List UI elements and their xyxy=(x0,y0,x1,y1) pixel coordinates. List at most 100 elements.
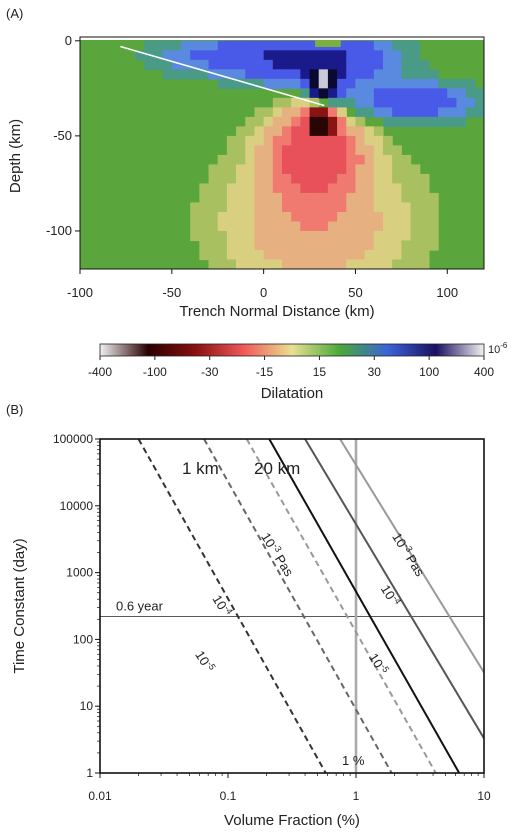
heatmap-cell xyxy=(364,259,375,269)
heatmap-cell xyxy=(272,240,283,251)
heatmap-cell xyxy=(364,50,375,61)
heatmap-cell xyxy=(428,202,439,213)
heatmap-cell xyxy=(254,145,265,156)
heatmap-cell xyxy=(428,69,439,80)
heatmap-cell xyxy=(208,240,219,251)
heatmap-cell xyxy=(401,249,412,261)
heatmap-cell xyxy=(217,211,228,223)
heatmap-cell xyxy=(327,164,338,175)
heatmap-cell xyxy=(190,40,200,51)
heatmap-cell xyxy=(438,107,448,118)
heatmap-cell xyxy=(318,240,329,251)
heatmap-cell xyxy=(346,126,357,137)
heatmap-cell xyxy=(337,88,347,99)
heatmap-cell xyxy=(300,135,311,146)
heatmap-cell xyxy=(410,164,421,175)
heatmap-cell xyxy=(364,40,375,51)
panel-b-ytick-label: 1 xyxy=(86,766,93,780)
heatmap-cell xyxy=(318,230,329,242)
heatmap-cell xyxy=(254,154,265,166)
heatmap-cell xyxy=(272,192,283,204)
heatmap-cell xyxy=(392,192,402,204)
heatmap-cell xyxy=(419,221,430,232)
heatmap-cell xyxy=(291,221,301,232)
heatmap-cell xyxy=(346,40,357,51)
heatmap-cell xyxy=(272,50,283,61)
heatmap-cell xyxy=(365,269,375,279)
heatmap-cell xyxy=(263,59,274,70)
heatmap-cell xyxy=(245,259,256,269)
heatmap-cell xyxy=(318,88,329,99)
heatmap-cell xyxy=(254,259,265,269)
heatmap-cell xyxy=(217,183,228,194)
heatmap-cell xyxy=(309,88,320,99)
heatmap-cell xyxy=(392,240,402,251)
heatmap-cell xyxy=(383,230,393,242)
heatmap-cell xyxy=(355,88,366,99)
heatmap-cell xyxy=(300,183,311,194)
heatmap-cell xyxy=(346,183,357,194)
heatmap-cell xyxy=(337,69,347,80)
heatmap-cell xyxy=(272,221,283,232)
heatmap-cell xyxy=(318,126,329,137)
top-surface-band xyxy=(80,37,484,40)
heatmap-cell xyxy=(327,154,338,166)
heatmap-cell xyxy=(282,249,292,261)
heatmap-cell xyxy=(217,192,228,204)
heatmap-cell xyxy=(217,40,228,51)
heatmap-cell xyxy=(226,50,237,61)
heatmap-cell xyxy=(318,221,329,232)
heatmap-cell xyxy=(245,240,256,251)
heatmap-cell xyxy=(392,97,402,108)
heatmap-cell xyxy=(236,269,246,279)
fault-trace-line xyxy=(120,45,325,107)
heatmap-cell xyxy=(190,211,200,223)
heatmap-cell xyxy=(199,69,210,80)
heatmap-cell xyxy=(226,230,237,242)
heatmap-cell xyxy=(254,107,265,118)
heatmap-cell xyxy=(346,269,356,279)
heatmap-cell xyxy=(236,259,246,269)
heatmap-cell xyxy=(236,192,246,204)
heatmap-cell xyxy=(309,249,320,261)
heatmap-cell xyxy=(263,78,274,89)
heatmap-cell xyxy=(355,249,366,261)
heatmap-cell xyxy=(282,107,292,118)
heatmap-cell xyxy=(272,126,283,137)
heatmap-cell xyxy=(291,249,301,261)
heatmap-cell xyxy=(236,40,246,51)
colorbar-unit-base: 10 xyxy=(488,344,500,356)
heatmap-cell xyxy=(208,202,219,213)
heatmap-cell xyxy=(373,173,384,185)
heatmap-cell xyxy=(282,135,292,146)
heatmap-cell xyxy=(392,183,402,194)
heatmap-cell xyxy=(401,59,412,70)
heatmap-cell xyxy=(355,154,366,166)
heatmap-cell xyxy=(144,59,155,70)
heatmap-cell xyxy=(383,154,393,166)
heatmap-cell xyxy=(291,116,301,127)
heatmap-cell xyxy=(181,40,191,51)
heatmap-cell xyxy=(392,269,402,279)
heatmap-cell xyxy=(300,78,311,89)
heatmap-cell xyxy=(346,116,357,127)
panel-a-xtick-label: 50 xyxy=(348,285,362,300)
heatmap-cell xyxy=(309,202,320,213)
heatmap-cell xyxy=(254,78,265,89)
heatmap-cell xyxy=(282,192,292,204)
heatmap-cell xyxy=(474,88,484,99)
heatmap-cell xyxy=(309,230,320,242)
heatmap-cell xyxy=(318,154,329,166)
heatmap-cell xyxy=(401,192,412,204)
heatmap-cell xyxy=(401,269,411,279)
heatmap-cell xyxy=(226,69,237,80)
colorbar-tick-label: -400 xyxy=(88,365,112,379)
heatmap-cell xyxy=(291,173,301,185)
heatmap-cell xyxy=(300,50,311,61)
heatmap-cell xyxy=(309,154,320,166)
heatmap-cell xyxy=(282,78,292,89)
heatmap-cell xyxy=(272,164,283,175)
heatmap-cell xyxy=(291,145,301,156)
heatmap-cell xyxy=(327,107,338,118)
heatmap-cell xyxy=(309,50,320,61)
